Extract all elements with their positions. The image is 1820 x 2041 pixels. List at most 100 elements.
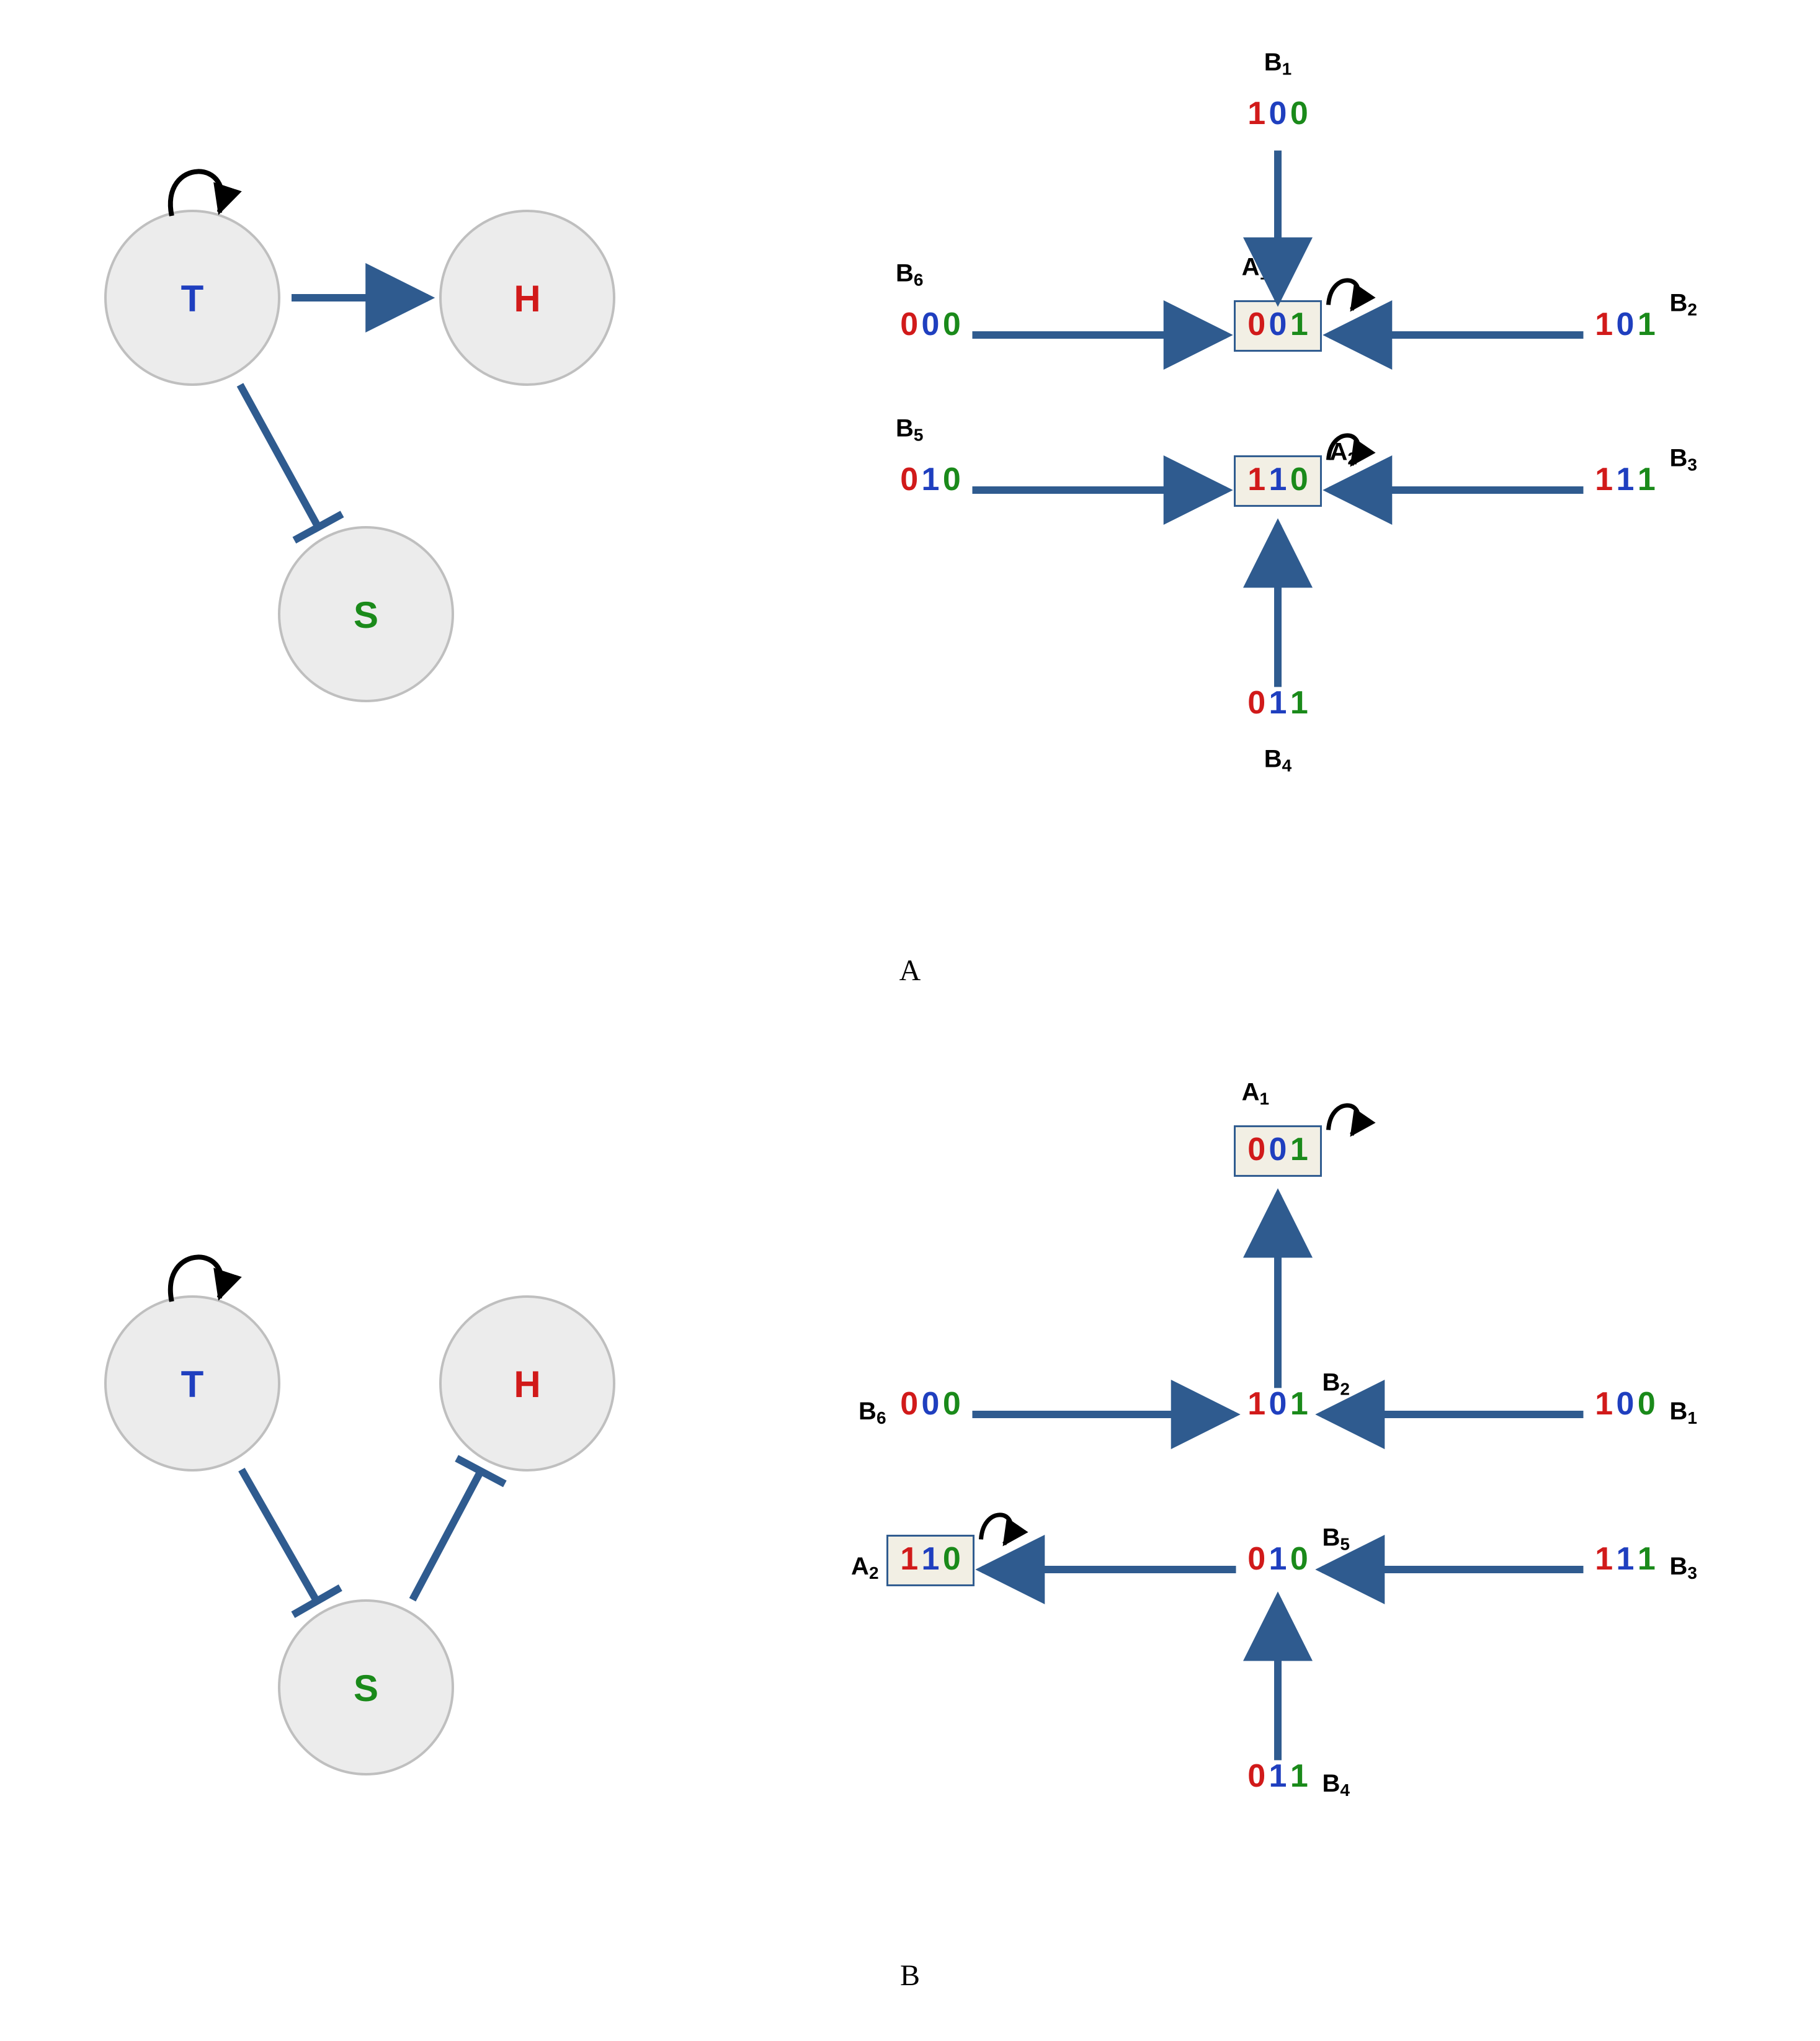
state-triplet: 011 — [1247, 1758, 1308, 1794]
svg-text:0: 0 — [922, 306, 940, 342]
svg-text:1: 1 — [1269, 462, 1287, 498]
svg-text:1: 1 — [1290, 1132, 1308, 1168]
svg-text:H: H — [514, 1364, 540, 1405]
svg-text:1: 1 — [1595, 1541, 1613, 1577]
svg-text:1: 1 — [1290, 1386, 1308, 1422]
svg-text:S: S — [354, 1668, 378, 1709]
state-triplet: 010 — [900, 462, 961, 498]
svg-text:T: T — [181, 278, 204, 319]
svg-text:1: 1 — [922, 462, 940, 498]
svg-text:0: 0 — [900, 306, 918, 342]
panel-label: A — [899, 954, 921, 987]
state-triplet: 000 — [900, 1386, 961, 1422]
state-label: B2 — [1322, 1369, 1349, 1398]
state-triplet: 100 — [1595, 1386, 1656, 1422]
state-label: A2 — [1329, 438, 1357, 468]
state-triplet: 000 — [900, 306, 961, 342]
state-label: B3 — [1669, 1553, 1697, 1583]
state-label: B6 — [859, 1398, 886, 1427]
panel-label: B — [900, 1959, 920, 1992]
svg-text:0: 0 — [1247, 306, 1265, 342]
svg-text:0: 0 — [943, 1541, 961, 1577]
svg-text:0: 0 — [943, 306, 961, 342]
state-triplet: 101 — [1595, 306, 1656, 342]
svg-text:1: 1 — [1595, 462, 1613, 498]
state-triplet: 010 — [1247, 1541, 1308, 1577]
svg-text:1: 1 — [1269, 1541, 1287, 1577]
network-node: T — [105, 1257, 279, 1470]
svg-text:0: 0 — [900, 462, 918, 498]
state-triplet: 001 — [1235, 1105, 1358, 1176]
inhibition-edge — [413, 1471, 481, 1599]
network-node: H — [440, 211, 614, 385]
network-node: T — [105, 171, 279, 385]
svg-text:T: T — [181, 1364, 204, 1405]
svg-text:1: 1 — [1247, 462, 1265, 498]
svg-text:0: 0 — [1269, 306, 1287, 342]
svg-text:1: 1 — [1595, 306, 1613, 342]
self-loop-icon — [981, 1515, 1010, 1544]
svg-text:1: 1 — [1269, 1758, 1287, 1794]
self-loop-icon — [1328, 280, 1358, 310]
svg-text:0: 0 — [1247, 1758, 1265, 1794]
svg-text:1: 1 — [1269, 685, 1287, 721]
svg-text:0: 0 — [1247, 1132, 1265, 1168]
state-triplet: 011 — [1247, 685, 1308, 721]
svg-text:0: 0 — [900, 1386, 918, 1422]
svg-text:1: 1 — [1638, 1541, 1656, 1577]
state-triplet: 100 — [1247, 96, 1308, 132]
svg-text:1: 1 — [922, 1541, 940, 1577]
svg-text:0: 0 — [943, 462, 961, 498]
state-triplet: 110 — [888, 1515, 1011, 1586]
state-label: B6 — [896, 259, 923, 289]
inhibition-edge — [241, 1470, 316, 1601]
svg-text:0: 0 — [1269, 1132, 1287, 1168]
svg-text:1: 1 — [900, 1541, 918, 1577]
svg-text:1: 1 — [1247, 1386, 1265, 1422]
svg-text:0: 0 — [1269, 96, 1287, 132]
inhibition-edge — [240, 385, 318, 527]
state-label: B1 — [1264, 48, 1291, 78]
network-node: S — [279, 527, 453, 701]
svg-text:1: 1 — [1595, 1386, 1613, 1422]
svg-text:0: 0 — [1617, 1386, 1635, 1422]
svg-text:1: 1 — [1290, 685, 1308, 721]
state-label: A1 — [1242, 1078, 1269, 1108]
svg-text:1: 1 — [1638, 462, 1656, 498]
figure-root: THS100B1101B2111B3011B4010B5000B6001A111… — [0, 0, 1820, 2041]
svg-text:0: 0 — [1638, 1386, 1656, 1422]
svg-text:0: 0 — [1617, 306, 1635, 342]
state-triplet: 111 — [1595, 462, 1656, 498]
state-label: A2 — [851, 1553, 878, 1583]
network-node: S — [279, 1601, 453, 1774]
state-label: B4 — [1322, 1770, 1350, 1800]
svg-text:1: 1 — [1638, 306, 1656, 342]
self-loop-icon — [1328, 1105, 1358, 1135]
svg-text:0: 0 — [1269, 1386, 1287, 1422]
state-label: B5 — [896, 414, 923, 444]
svg-text:0: 0 — [1290, 96, 1308, 132]
svg-text:0: 0 — [922, 1386, 940, 1422]
svg-text:1: 1 — [1247, 96, 1265, 132]
state-label: B4 — [1264, 746, 1292, 775]
svg-text:0: 0 — [943, 1386, 961, 1422]
state-label: A1 — [1242, 253, 1269, 283]
svg-text:1: 1 — [1290, 1758, 1308, 1794]
state-triplet: 101 — [1247, 1386, 1308, 1422]
svg-text:1: 1 — [1617, 1541, 1635, 1577]
svg-text:H: H — [514, 278, 540, 319]
state-triplet: 111 — [1595, 1541, 1656, 1577]
state-label: B2 — [1669, 289, 1697, 319]
network-node: H — [440, 1297, 614, 1470]
svg-text:0: 0 — [1247, 1541, 1265, 1577]
state-triplet: 001 — [1235, 280, 1358, 351]
state-label: B1 — [1669, 1398, 1697, 1427]
state-label: B5 — [1322, 1524, 1349, 1553]
svg-text:0: 0 — [1290, 1541, 1308, 1577]
state-label: B3 — [1669, 444, 1697, 474]
svg-text:1: 1 — [1290, 306, 1308, 342]
svg-text:1: 1 — [1617, 462, 1635, 498]
svg-text:0: 0 — [1247, 685, 1265, 721]
svg-text:0: 0 — [1290, 462, 1308, 498]
svg-text:S: S — [354, 594, 378, 636]
